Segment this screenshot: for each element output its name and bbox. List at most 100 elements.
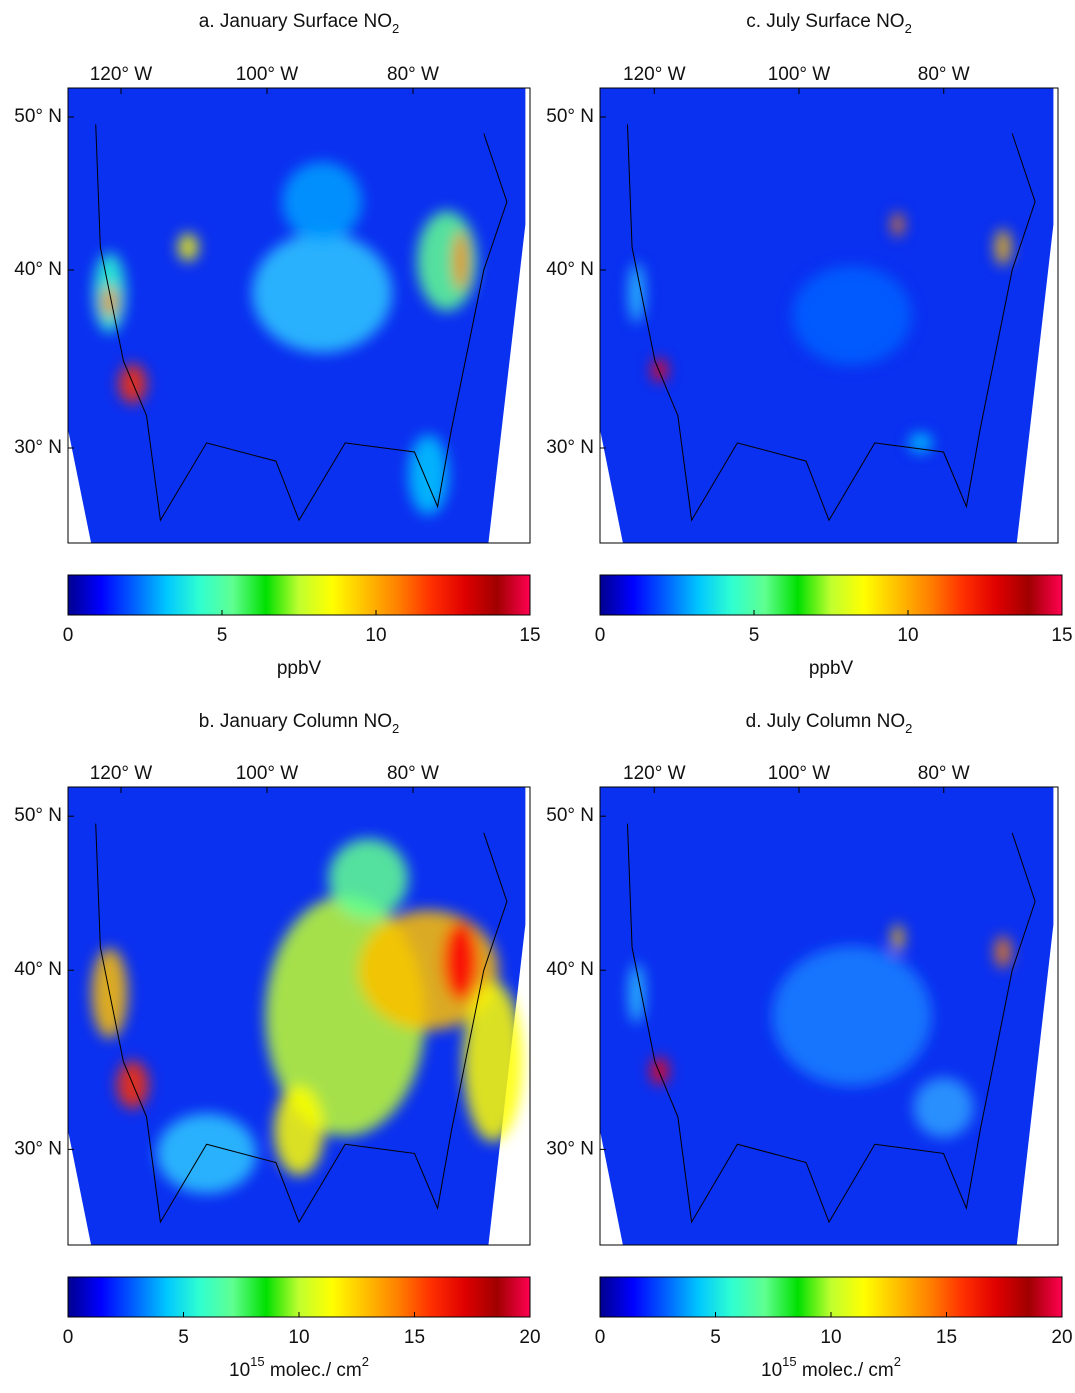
colorbar-unit: ppbV bbox=[809, 658, 854, 679]
unit-part: 2 bbox=[894, 1354, 901, 1369]
colorbar-unit: 1015 molec./ cm2 bbox=[761, 1354, 901, 1381]
lat-tick-label: 50° N bbox=[14, 805, 62, 826]
hotspots bbox=[91, 838, 524, 1194]
hotspot bbox=[156, 1113, 257, 1194]
hotspots bbox=[628, 212, 1012, 453]
unit-part: ppbV bbox=[809, 658, 854, 679]
unit-part: 15 bbox=[250, 1354, 264, 1369]
lat-tick-label: 40° N bbox=[14, 259, 62, 280]
colorbar-tick-label: 0 bbox=[595, 625, 606, 646]
map-frame bbox=[599, 786, 1059, 1246]
hotspot bbox=[791, 265, 912, 366]
hotspot bbox=[101, 285, 118, 318]
colorbar-tick-label: 5 bbox=[217, 625, 228, 646]
title-part: 2 bbox=[905, 21, 912, 36]
coastline bbox=[95, 124, 508, 522]
lon-tick-label: 80° W bbox=[918, 763, 970, 784]
lon-tick-label: 120° W bbox=[623, 64, 686, 85]
lon-tick-label: 80° W bbox=[387, 64, 439, 85]
lon-tick-label: 100° W bbox=[236, 763, 299, 784]
hotspot bbox=[252, 232, 393, 353]
hotspot bbox=[891, 212, 904, 237]
colorbar-tick-label: 15 bbox=[936, 1327, 957, 1348]
title-part: 2 bbox=[905, 721, 912, 736]
unit-part: 2 bbox=[362, 1354, 369, 1369]
unit-part: 10 bbox=[761, 1360, 782, 1381]
lon-tick-label: 120° W bbox=[623, 763, 686, 784]
colorbar-tick-label: 5 bbox=[749, 625, 760, 646]
hotspot bbox=[995, 935, 1012, 968]
hotspot bbox=[328, 838, 409, 919]
colorbar bbox=[67, 1276, 531, 1318]
hotspot bbox=[913, 1077, 974, 1138]
hotspot bbox=[771, 946, 932, 1086]
lon-tick-label: 120° W bbox=[90, 64, 153, 85]
colorbar-tick-label: 10 bbox=[288, 1327, 309, 1348]
coastline bbox=[95, 823, 508, 1224]
hotspots bbox=[93, 161, 477, 515]
hotspot bbox=[452, 230, 469, 291]
colorbar-unit: ppbV bbox=[277, 658, 322, 679]
title-part: a. January Surface NO bbox=[199, 11, 392, 32]
colorbar-tick-label: 0 bbox=[63, 1327, 74, 1348]
hotspot bbox=[891, 924, 904, 953]
lon-tick-label: 80° W bbox=[918, 64, 970, 85]
unit-part: 15 bbox=[782, 1354, 796, 1369]
hotspot bbox=[651, 358, 668, 383]
unit-part: molec./ cm bbox=[797, 1360, 894, 1381]
coastline bbox=[626, 823, 1036, 1224]
hotspot bbox=[178, 233, 199, 262]
panel-title: c. July Surface NO2 bbox=[746, 11, 912, 36]
lon-tick-label: 100° W bbox=[768, 763, 831, 784]
colorbar-tick-label: 15 bbox=[519, 625, 540, 646]
hotspot bbox=[282, 161, 363, 242]
map-panel: d. July Column NO2 120° W 100° W 80° W 50° N… bbox=[546, 711, 1072, 1381]
map-panel: a. January Surface NO2 120° W 100° W 80° W 5… bbox=[14, 11, 540, 679]
panel-title: a. January Surface NO2 bbox=[199, 11, 400, 36]
lat-tick-label: 30° N bbox=[14, 1138, 62, 1159]
colorbar-tick-label: 10 bbox=[897, 625, 918, 646]
coastline bbox=[626, 124, 1036, 522]
hotspot bbox=[650, 1056, 669, 1085]
map-frame bbox=[599, 87, 1059, 544]
colorbar-unit: 1015 molec./ cm2 bbox=[229, 1354, 369, 1381]
panel-title: d. July Column NO2 bbox=[746, 711, 913, 736]
title-part: 2 bbox=[392, 721, 399, 736]
map-frame bbox=[67, 786, 531, 1246]
title-part: 2 bbox=[392, 21, 399, 36]
colorbar-tick-label: 15 bbox=[404, 1327, 425, 1348]
lat-tick-label: 40° N bbox=[546, 959, 594, 980]
map-frame bbox=[67, 87, 531, 544]
colorbar-tick-label: 0 bbox=[63, 625, 74, 646]
colorbar-tick-label: 10 bbox=[365, 625, 386, 646]
lat-tick-label: 50° N bbox=[546, 106, 594, 127]
hotspot bbox=[442, 921, 479, 1002]
lat-tick-label: 40° N bbox=[546, 259, 594, 280]
colorbar-tick-label: 5 bbox=[710, 1327, 721, 1348]
colorbar-tick-label: 0 bbox=[595, 1327, 606, 1348]
colorbar-tick-label: 20 bbox=[1051, 1327, 1072, 1348]
title-part: c. July Surface NO bbox=[746, 11, 904, 32]
colorbar-tick-label: 10 bbox=[820, 1327, 841, 1348]
hotspot bbox=[274, 1085, 324, 1176]
lat-tick-label: 50° N bbox=[546, 805, 594, 826]
unit-part: ppbV bbox=[277, 658, 322, 679]
lat-tick-label: 40° N bbox=[14, 959, 62, 980]
colorbar-tick-label: 20 bbox=[519, 1327, 540, 1348]
panel-title: b. January Column NO2 bbox=[199, 711, 399, 736]
lon-tick-label: 80° W bbox=[387, 763, 439, 784]
colorbar bbox=[599, 574, 1063, 616]
unit-part: 10 bbox=[229, 1360, 250, 1381]
lat-tick-label: 50° N bbox=[14, 106, 62, 127]
lon-tick-label: 100° W bbox=[236, 64, 299, 85]
map-panel: c. July Surface NO2 120° W 100° W 80° W 50° … bbox=[546, 11, 1072, 679]
lat-tick-label: 30° N bbox=[14, 437, 62, 458]
lat-tick-label: 30° N bbox=[546, 1138, 594, 1159]
hotspot bbox=[628, 963, 645, 1024]
unit-part: molec./ cm bbox=[265, 1360, 362, 1381]
colorbar bbox=[67, 574, 531, 616]
colorbar-tick-label: 15 bbox=[1051, 625, 1072, 646]
hotspots bbox=[628, 924, 1012, 1138]
